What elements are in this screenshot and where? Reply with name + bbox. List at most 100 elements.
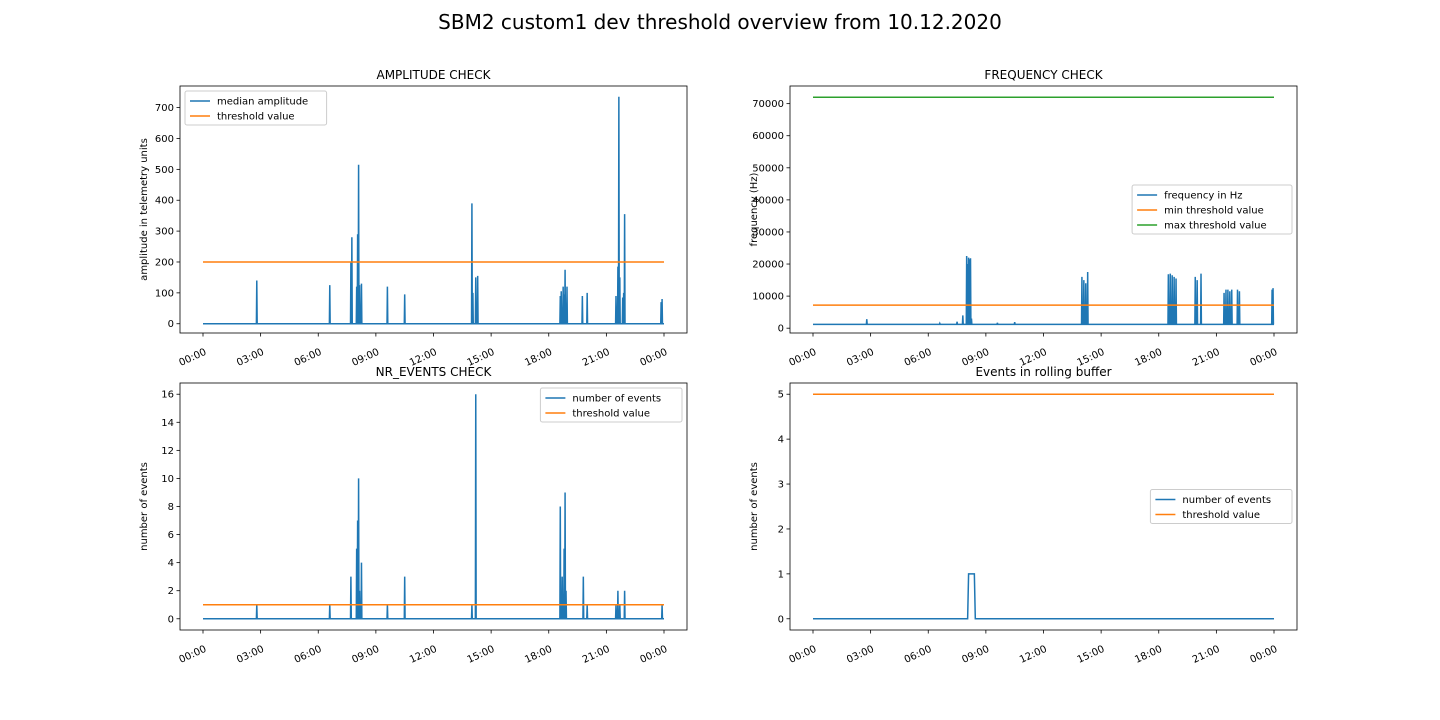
y-axis-label: amplitude in telemetry units [139,138,150,281]
x-tick-label: 00:00 [787,347,818,369]
y-tick-label: 500 [155,165,174,176]
y-tick-label: 100 [155,288,174,299]
x-tick-label: 03:00 [845,347,876,369]
x-tick-label: 15:00 [466,644,497,666]
legend-box [184,90,328,126]
y-tick-label: 600 [155,134,174,145]
x-tick-label: 12:00 [408,644,439,666]
legend-entry: number of events [572,394,661,405]
x-tick-label: 21:00 [581,347,612,369]
x-tick-label: 18:00 [1133,644,1164,666]
rolling-buffer-panel: Events in rolling buffer number of events… [749,365,1298,666]
y-tick-label: 700 [155,103,174,114]
legend-entry: threshold value [572,409,650,420]
legend-entry: number of events [1182,495,1271,506]
x-tick-label: 00:00 [177,347,208,369]
x-tick-label: 21:00 [1191,644,1222,666]
y-tick-label: 12 [161,446,174,457]
y-tick-label: 8 [168,502,174,513]
x-tick-label: 00:00 [177,644,208,666]
legend-entry: min threshold value [1164,206,1264,217]
panel-title: FREQUENCY CHECK [984,68,1103,82]
x-tick-label: 06:00 [903,644,934,666]
plot-area [813,96,1275,326]
figure-title: SBM2 custom1 dev threshold overview from… [438,10,1002,34]
x-tick-label: 00:00 [638,347,669,369]
legend: number of events threshold value [1149,489,1293,524]
x-tick-label: 00:00 [1248,347,1279,369]
y-tick-label: 30000 [752,227,784,238]
legend-entry: threshold value [217,112,295,123]
series-line-number-of-events [203,394,664,620]
x-tick-label: 06:00 [293,347,324,369]
legend-entry: median amplitude [217,97,308,108]
y-axis-label: number of events [139,462,150,551]
x-tick-label: 06:00 [903,347,934,369]
legend-box [1149,489,1293,524]
y-tick-label: 2 [778,524,784,535]
x-tick-label: 18:00 [523,644,554,666]
y-axis-label: frequency (Hz) [749,172,760,246]
y-tick-label: 0 [168,614,174,625]
plot-area [203,394,664,620]
legend-entry: frequency in Hz [1164,191,1242,202]
legend-entry: threshold value [1182,510,1260,521]
y-tick-label: 2 [168,586,174,597]
x-tick-label: 00:00 [787,644,818,666]
panel-title: Events in rolling buffer [975,365,1111,379]
x-tick-label: 15:00 [1076,644,1107,666]
y-tick-label: 200 [155,257,174,268]
x-tick-label: 21:00 [1191,347,1222,369]
x-tick-label: 06:00 [293,644,324,666]
x-tick-label: 00:00 [638,644,669,666]
x-tick-label: 18:00 [1133,347,1164,369]
y-tick-label: 1 [778,569,784,580]
y-tick-label: 4 [778,435,784,446]
y-tick-label: 300 [155,227,174,238]
x-tick-label: 03:00 [845,644,876,666]
series-line-number-of-events [813,573,1274,620]
y-tick-label: 16 [161,390,174,401]
nr-events-check-panel: NR_EVENTS CHECK number of events 0 2 4 6 8 10 12… [139,365,688,666]
y-tick-label: 0 [778,614,784,625]
y-tick-label: 14 [161,418,174,429]
legend: number of events threshold value [539,387,683,423]
x-tick-label: 03:00 [235,347,266,369]
legend: frequency in Hz min threshold value max th… [1131,184,1293,235]
y-tick-label: 4 [168,558,174,569]
legend-entry: max threshold value [1164,221,1267,232]
x-tick-label: 00:00 [1248,644,1279,666]
panel-title: AMPLITUDE CHECK [376,68,491,82]
y-tick-label: 400 [155,196,174,207]
series-line-frequency-in-Hz [813,256,1275,326]
x-tick-label: 12:00 [1018,644,1049,666]
legend-box [539,387,683,423]
x-tick-label: 03:00 [235,644,266,666]
y-tick-label: 40000 [752,195,784,206]
y-tick-label: 3 [778,480,784,491]
y-tick-label: 60000 [752,131,784,142]
y-tick-label: 70000 [752,99,784,110]
x-tick-label: 18:00 [523,347,554,369]
y-tick-label: 0 [778,324,784,335]
y-tick-label: 10000 [752,292,784,303]
x-tick-label: 09:00 [350,644,381,666]
y-tick-label: 0 [168,319,174,330]
y-tick-label: 20000 [752,260,784,271]
plot-area [203,96,664,325]
legend-box [1131,184,1293,235]
y-axis-label: number of events [749,462,760,551]
y-tick-label: 6 [168,530,174,541]
amplitude-check-panel: AMPLITUDE CHECK amplitude in telemetry un… [139,68,688,369]
y-tick-label: 50000 [752,163,784,174]
x-tick-label: 09:00 [960,644,991,666]
panel-title: NR_EVENTS CHECK [376,365,493,379]
frequency-check-panel: FREQUENCY CHECK frequency (Hz) 0 10000 20000… [749,68,1298,369]
y-tick-label: 10 [161,474,174,485]
series-line-median-amplitude [203,96,664,325]
x-tick-label: 21:00 [581,644,612,666]
legend: median amplitude threshold value [184,90,328,126]
y-tick-label: 5 [778,390,784,401]
plot-area [813,393,1274,620]
